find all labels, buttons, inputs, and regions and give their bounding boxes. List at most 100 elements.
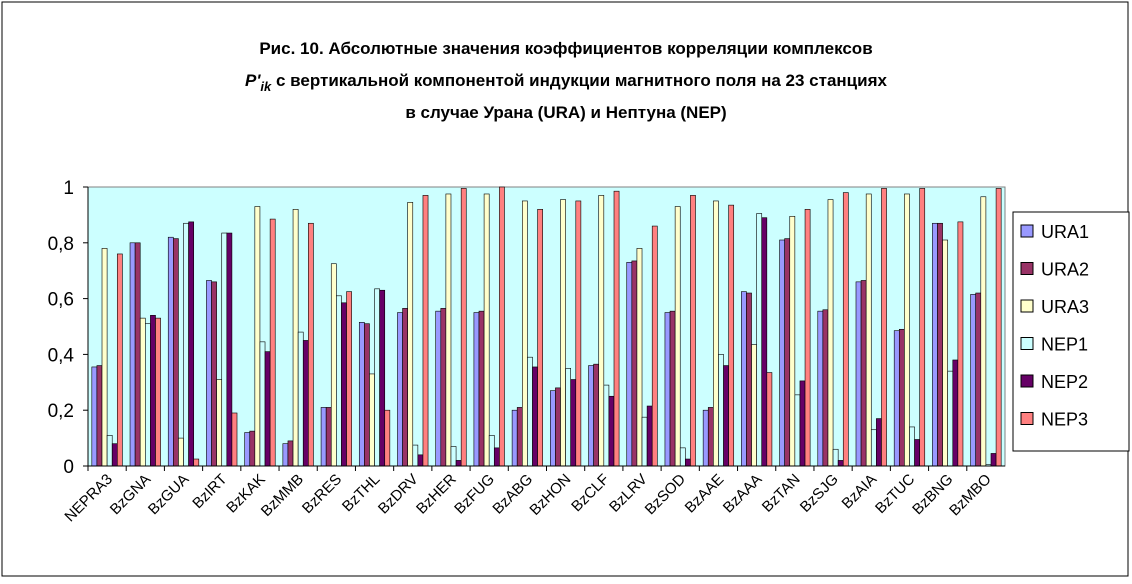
bar xyxy=(460,188,467,467)
bar xyxy=(369,373,375,467)
bar xyxy=(537,209,543,467)
bar xyxy=(532,366,538,467)
bar xyxy=(669,310,676,467)
bar xyxy=(221,232,228,467)
bar xyxy=(565,368,571,467)
bar xyxy=(397,312,403,467)
legend-swatch xyxy=(1020,262,1034,275)
bar xyxy=(804,209,811,467)
bar xyxy=(876,418,882,467)
bar xyxy=(904,193,910,467)
bar xyxy=(664,312,671,467)
bar xyxy=(679,447,686,467)
chart-title: P'ik с вертикальной компонентой индукции… xyxy=(245,71,887,94)
bar xyxy=(914,439,920,467)
bar xyxy=(364,323,370,467)
title-text: с вертикальной компонентой индукции магн… xyxy=(271,71,887,90)
title-symbol: P' xyxy=(245,71,261,90)
legend-swatch xyxy=(1020,412,1034,425)
y-tick-label: 1 xyxy=(63,178,74,199)
bar xyxy=(980,196,987,467)
bar xyxy=(216,379,223,467)
bar xyxy=(325,407,332,467)
bar xyxy=(893,330,900,467)
bar xyxy=(970,294,977,467)
bar xyxy=(593,363,600,467)
bar xyxy=(259,341,266,467)
bar xyxy=(188,221,195,467)
bar xyxy=(799,380,806,467)
bar xyxy=(898,328,905,467)
bar xyxy=(837,460,844,467)
bar xyxy=(575,200,582,467)
bar xyxy=(455,460,462,467)
bar xyxy=(145,323,151,467)
bar xyxy=(690,195,696,467)
bar xyxy=(723,365,729,467)
bar xyxy=(511,409,518,467)
bar xyxy=(231,412,238,467)
bar xyxy=(741,291,747,467)
bar xyxy=(516,407,523,467)
bar xyxy=(817,310,824,467)
bar xyxy=(330,263,337,467)
chart-title: в случае Урана (URA) и Нептуна (NEP) xyxy=(405,103,726,122)
y-tick-label: 0,6 xyxy=(48,290,74,311)
bar xyxy=(995,188,1002,467)
bar xyxy=(488,435,495,467)
bar xyxy=(111,443,118,467)
bar xyxy=(646,405,653,467)
bar xyxy=(178,437,184,467)
bar xyxy=(422,195,429,467)
bar xyxy=(450,446,457,467)
bar xyxy=(116,253,123,467)
bar xyxy=(598,195,605,467)
bar xyxy=(870,429,877,467)
bar xyxy=(155,317,161,467)
bar xyxy=(636,248,643,467)
legend-swatch xyxy=(1020,224,1034,238)
bar xyxy=(832,448,839,467)
bar xyxy=(631,260,638,467)
bar xyxy=(150,315,156,467)
legend-box xyxy=(1012,211,1130,452)
bar xyxy=(346,291,352,467)
bar xyxy=(407,202,414,467)
bar xyxy=(560,199,566,467)
chart-title: Рис. 10. Абсолютные значения коэффициент… xyxy=(259,39,872,58)
bar xyxy=(942,239,948,467)
bar xyxy=(827,199,834,467)
bar xyxy=(779,239,785,467)
bar xyxy=(379,289,386,467)
bar xyxy=(713,200,719,467)
bar xyxy=(608,395,615,467)
bar xyxy=(761,217,768,467)
legend-label: NEP1 xyxy=(1041,335,1088,355)
bar xyxy=(527,356,533,467)
bar xyxy=(626,262,633,467)
legend-label: URA1 xyxy=(1041,222,1089,242)
bar xyxy=(613,190,620,467)
bar xyxy=(417,454,424,467)
bar xyxy=(358,322,365,467)
bar xyxy=(756,213,763,467)
bar xyxy=(287,440,294,467)
bar xyxy=(244,432,251,467)
bar xyxy=(320,407,327,467)
bar xyxy=(555,387,561,467)
bar xyxy=(139,317,146,467)
bar xyxy=(641,416,648,467)
bar xyxy=(478,310,485,467)
bar xyxy=(435,310,442,467)
bar xyxy=(651,225,658,467)
bar xyxy=(860,280,867,467)
bar xyxy=(499,186,505,467)
bar xyxy=(226,232,233,467)
bar xyxy=(106,435,113,467)
legend-swatch xyxy=(1020,299,1034,313)
bar xyxy=(297,331,304,467)
bar xyxy=(341,302,347,467)
y-tick-label: 0 xyxy=(63,457,74,478)
title-subscript: ik xyxy=(260,79,272,94)
